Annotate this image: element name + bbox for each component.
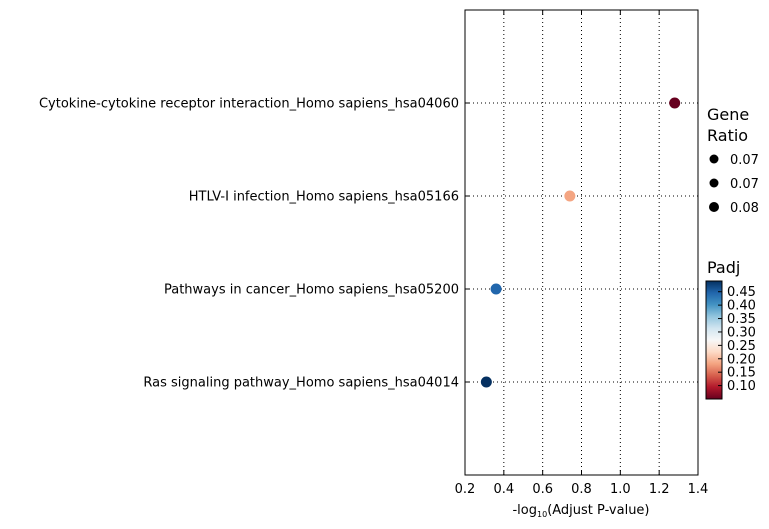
colorbar-tick-label: 0.20 — [727, 352, 756, 367]
colorbar-tick-label: 0.10 — [727, 379, 756, 394]
x-tick-label: 0.6 — [532, 482, 553, 497]
colorbar — [705, 280, 723, 400]
colorbar-tick-label: 0.40 — [727, 299, 756, 314]
colorbar-tick-label: 0.45 — [727, 285, 756, 300]
colorbar-tick-label: 0.15 — [727, 366, 756, 381]
size-legend-label: 0.08 — [730, 201, 759, 216]
size-legend-marker — [709, 202, 719, 212]
x-axis-label-prefix: -log — [512, 503, 537, 518]
x-axis-label-suffix: (Adjust P-value) — [547, 503, 649, 518]
color-legend: Padj 0.450.400.350.300.250.200.150.10 — [705, 258, 756, 400]
x-axis-label-subscript: 10 — [537, 510, 547, 519]
size-legend: Gene Ratio 0.07 0.07 0.08 — [707, 105, 759, 216]
y-category-label: Pathways in cancer_Homo sapiens_hsa05200 — [164, 283, 459, 298]
y-category-label: Ras signaling pathway_Homo sapiens_hsa04… — [143, 376, 459, 391]
size-legend-title-line2: Ratio — [707, 126, 748, 145]
x-tick-label: 0.4 — [493, 482, 514, 497]
data-points — [480, 97, 681, 388]
x-tick-label: 0.2 — [455, 482, 476, 497]
size-legend-title-line1: Gene — [707, 105, 749, 124]
data-point — [480, 376, 492, 388]
plot-area — [464, 9, 699, 476]
color-legend-title: Padj — [707, 258, 740, 277]
size-legend-label: 0.07 — [730, 177, 759, 192]
data-point — [564, 190, 576, 202]
x-tick-label: 1.2 — [649, 482, 670, 497]
colorbar-tick-label: 0.35 — [727, 312, 756, 327]
data-point — [669, 97, 681, 109]
y-category-label: Cytokine-cytokine receptor interaction_H… — [39, 97, 459, 112]
y-category-label: HTLV-I infection_Homo sapiens_hsa05166 — [189, 190, 459, 205]
colorbar-tick-label: 0.30 — [727, 325, 756, 340]
size-legend-label: 0.07 — [730, 153, 759, 168]
x-axis: 0.2 0.4 0.6 0.8 1.0 1.2 1.4 — [455, 10, 709, 497]
data-point — [490, 283, 502, 295]
y-axis: Cytokine-cytokine receptor interaction_H… — [39, 97, 470, 391]
x-tick-label: 1.0 — [610, 482, 631, 497]
x-tick-label: 1.4 — [688, 482, 709, 497]
x-gridlines — [503, 10, 660, 475]
colorbar-tick-label: 0.25 — [727, 339, 756, 354]
size-legend-marker — [709, 154, 719, 164]
y-gridlines — [465, 102, 698, 383]
size-legend-marker — [709, 178, 719, 188]
x-tick-label: 0.8 — [571, 482, 592, 497]
x-axis-label: -log10(Adjust P-value) — [512, 503, 649, 519]
